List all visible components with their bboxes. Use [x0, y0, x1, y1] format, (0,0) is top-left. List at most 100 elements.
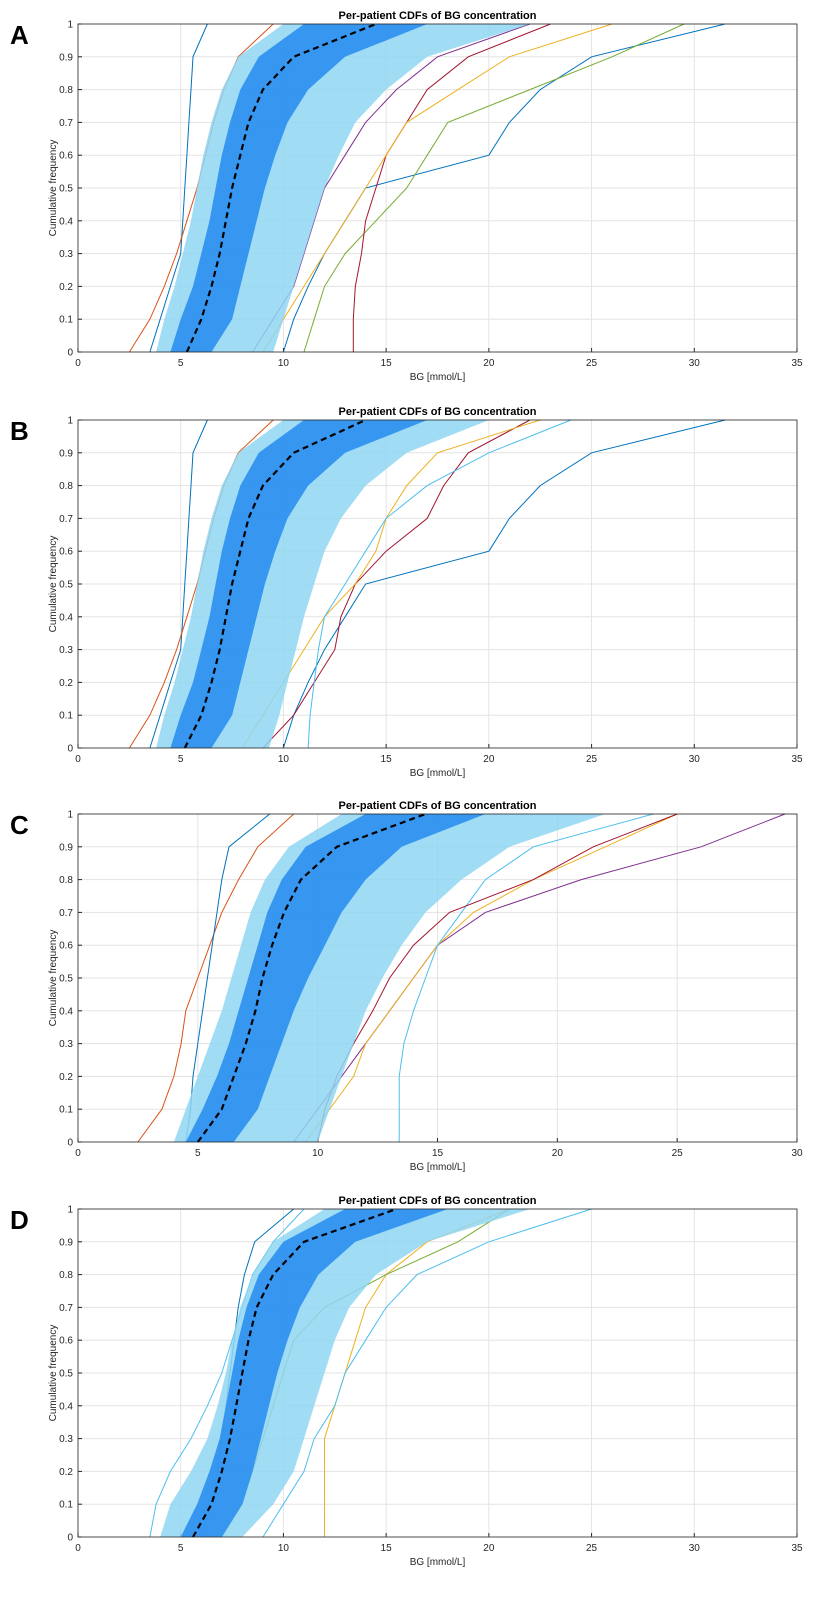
x-tick-label: 30: [791, 1148, 803, 1159]
panel-label: A: [10, 20, 29, 50]
patient-cdf: [303, 23, 685, 353]
patient-cdf: [352, 23, 551, 352]
y-tick-label: 0.3: [59, 645, 73, 656]
axes-box: [77, 813, 798, 1143]
patient-cdf: [282, 419, 726, 749]
x-tick-label: 0: [75, 1543, 81, 1554]
patient-cdf: [149, 419, 208, 749]
median-cdf: [185, 22, 377, 353]
y-tick-label: 0.9: [59, 842, 73, 853]
y-tick-label: 0.1: [59, 1500, 73, 1511]
y-tick-label: 0.6: [59, 941, 73, 952]
y-tick-label: 0.8: [59, 875, 73, 886]
y-tick-label: 0.2: [59, 1072, 73, 1083]
x-tick-label: 35: [791, 358, 803, 369]
y-tick-label: 1: [67, 1205, 73, 1216]
x-tick-label: 20: [483, 1543, 495, 1554]
y-tick-label: 1: [67, 416, 73, 427]
x-tick-label: 35: [791, 1543, 803, 1554]
y-tick-label: 0.9: [59, 1237, 73, 1248]
x-tick-label: 5: [178, 754, 184, 765]
y-tick-label: 0.3: [59, 1434, 73, 1445]
x-tick-label: 20: [483, 754, 495, 765]
y-tick-label: 0.3: [59, 249, 73, 260]
y-tick-label: 0.2: [59, 1467, 73, 1478]
panel: 0 5 10 15 20 25 30 0 0.1 0.2 0.3 0.4 0.5 0.6 0.7 0.8 0.9…: [10, 800, 803, 1173]
patient-cdf: [149, 23, 208, 353]
x-tick-label: 20: [552, 1148, 564, 1159]
patient-cdf: [137, 813, 295, 1143]
chart-title: Per-patient CDFs of BG concentration: [338, 800, 536, 812]
x-tick-label: 30: [689, 754, 701, 765]
median-cdf: [192, 1207, 397, 1538]
x-tick-label: 25: [586, 754, 598, 765]
x-tick-label: 20: [483, 358, 495, 369]
x-tick-label: 10: [278, 754, 290, 765]
chart-title: Per-patient CDFs of BG concentration: [338, 406, 536, 418]
patient-cdf: [307, 419, 572, 749]
y-tick-label: 0.2: [59, 282, 73, 293]
x-tick-label: 15: [381, 358, 393, 369]
percentile-band: [170, 24, 428, 352]
x-tick-label: 0: [75, 1148, 81, 1159]
y-tick-label: 0.7: [59, 1303, 73, 1314]
median-cdf: [183, 418, 367, 749]
y-tick-label: 0.6: [59, 151, 73, 162]
y-tick-label: 1: [67, 810, 73, 821]
y-tick-label: 0.7: [59, 514, 73, 525]
y-tick-label: 0: [67, 1533, 73, 1544]
y-tick-label: 0: [67, 348, 73, 359]
y-tick-label: 0: [67, 744, 73, 755]
x-tick-label: 5: [178, 1543, 184, 1554]
y-tick-label: 0.5: [59, 974, 73, 985]
x-axis-label: BG [mmol/L]: [410, 1162, 466, 1173]
patient-cdf: [262, 23, 613, 353]
chart-title: Per-patient CDFs of BG concentration: [338, 1195, 536, 1207]
y-tick-label: 0.4: [59, 216, 73, 227]
x-axis-label: BG [mmol/L]: [410, 372, 466, 383]
panel: 0 5 10 15 20 25 30 35 0 0.1 0.2 0.3 0.4 0.5 0.6 0.7 0.8 0…: [10, 406, 803, 779]
panel: 0 5 10 15 20 25 30 35 0 0.1 0.2 0.3 0.4 0.5 0.6 0.7 0.8 0…: [10, 10, 803, 383]
y-tick-label: 0.8: [59, 481, 73, 492]
y-tick-label: 0.4: [59, 1401, 73, 1412]
x-tick-label: 0: [75, 358, 81, 369]
axes-box: [77, 23, 798, 353]
y-tick-label: 0.6: [59, 1336, 73, 1347]
y-tick-label: 0.7: [59, 118, 73, 129]
y-tick-label: 0.5: [59, 184, 73, 195]
y-tick-label: 0.5: [59, 580, 73, 591]
panel: 0 5 10 15 20 25 30 35 0 0.1 0.2 0.3 0.4 0.5 0.6 0.7 0.8 0…: [10, 1195, 803, 1568]
y-axis-label: Cumulative frequency: [48, 930, 59, 1027]
x-tick-label: 25: [672, 1148, 684, 1159]
patient-cdf: [185, 813, 271, 1143]
y-tick-label: 0.1: [59, 315, 73, 326]
panel-label: C: [10, 810, 29, 840]
x-tick-label: 10: [278, 358, 290, 369]
y-tick-label: 0.3: [59, 1039, 73, 1050]
x-tick-label: 15: [381, 754, 393, 765]
x-tick-label: 30: [689, 358, 701, 369]
patient-cdf: [398, 813, 654, 1142]
x-tick-label: 0: [75, 754, 81, 765]
median-cdf: [196, 812, 426, 1143]
x-tick-label: 10: [278, 1543, 290, 1554]
chart-title: Per-patient CDFs of BG concentration: [338, 10, 536, 22]
y-tick-label: 0.9: [59, 448, 73, 459]
x-tick-label: 30: [689, 1543, 701, 1554]
y-tick-label: 0.4: [59, 1006, 73, 1017]
y-axis-label: Cumulative frequency: [48, 536, 59, 633]
x-axis-label: BG [mmol/L]: [410, 768, 466, 779]
x-tick-label: 35: [791, 754, 803, 765]
percentile-band: [185, 814, 486, 1142]
x-tick-label: 25: [586, 1543, 598, 1554]
patient-cdf: [262, 1208, 592, 1538]
x-tick-label: 25: [586, 358, 598, 369]
y-tick-label: 0.1: [59, 711, 73, 722]
x-tick-label: 5: [178, 358, 184, 369]
x-tick-label: 5: [195, 1148, 201, 1159]
percentile-band: [180, 1209, 448, 1537]
panel-label: D: [10, 1205, 29, 1235]
percentile-band: [170, 420, 428, 748]
y-tick-label: 0.8: [59, 1270, 73, 1281]
